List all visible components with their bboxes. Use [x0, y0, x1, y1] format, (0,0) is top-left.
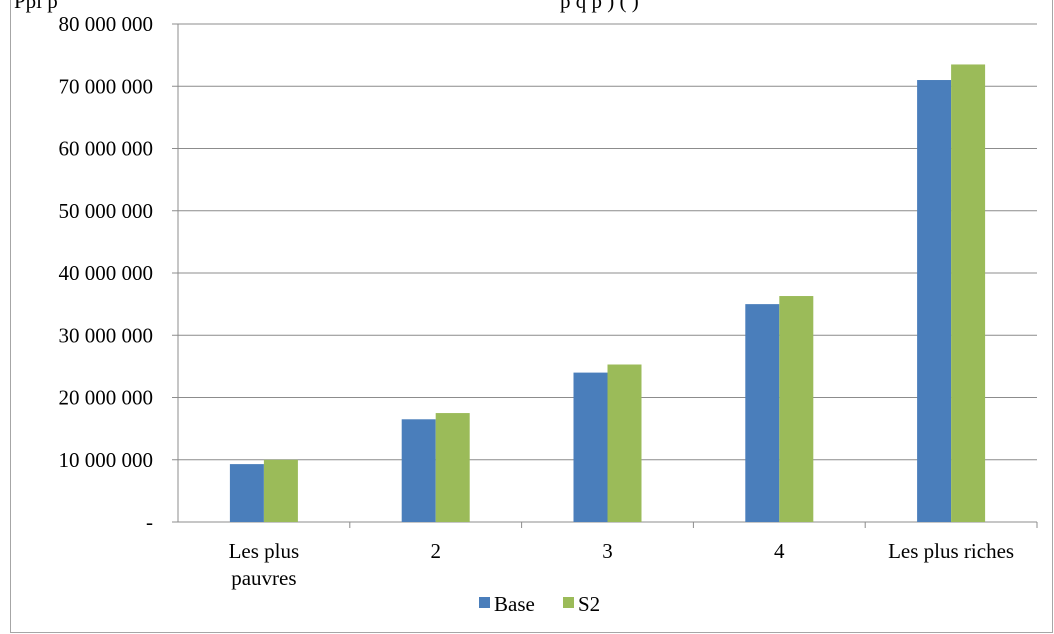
x-tick-label: Les plus riches [888, 539, 1014, 563]
y-tick-label: 20 000 000 [59, 386, 154, 410]
x-tick-label: 2 [430, 539, 441, 563]
x-tick-label: 3 [602, 539, 613, 563]
bar-base [573, 372, 608, 522]
y-tick-label: 60 000 000 [59, 137, 154, 161]
title-fragment-left: Ppl p [14, 0, 58, 13]
legend-swatch-s2 [563, 597, 574, 608]
bar-base [745, 304, 780, 522]
chart-frame [10, 0, 1053, 633]
bar-base [401, 419, 436, 522]
y-tick-label: - [146, 510, 153, 534]
legend-label-s2: S2 [578, 592, 600, 616]
y-tick-label: 10 000 000 [59, 448, 154, 472]
legend: Base S2 [479, 592, 600, 616]
bar-base [229, 464, 264, 522]
y-tick-label: 50 000 000 [59, 199, 154, 223]
y-tick-labels: - 10 000 000 20 000 000 30 000 000 40 000 00… [59, 12, 154, 534]
gridlines [178, 23, 1037, 461]
bars [229, 64, 986, 523]
x-tick-label: pauvres [231, 566, 296, 590]
y-tick-label: 70 000 000 [59, 74, 154, 98]
bar-s2 [951, 64, 986, 523]
title-fragment-right: p q p ) ( ) [560, 0, 639, 13]
x-tick-labels: Les plus pauvres 2 3 4 Les plus riches [229, 539, 1014, 590]
chart-title-fragment: Ppl p p q p ) ( ) [14, 0, 639, 13]
y-tick-label: 30 000 000 [59, 323, 154, 347]
x-tick-label: Les plus [229, 539, 300, 563]
y-tick-label: 40 000 000 [59, 261, 154, 285]
y-tick-label: 80 000 000 [59, 12, 154, 36]
bar-base [917, 80, 952, 523]
bar-s2 [263, 459, 298, 522]
legend-swatch-base [479, 597, 490, 608]
bar-s2 [779, 296, 814, 522]
legend-label-base: Base [494, 592, 535, 616]
bar-s2 [607, 364, 642, 522]
bar-s2 [435, 413, 470, 522]
x-tick-label: 4 [774, 539, 785, 563]
